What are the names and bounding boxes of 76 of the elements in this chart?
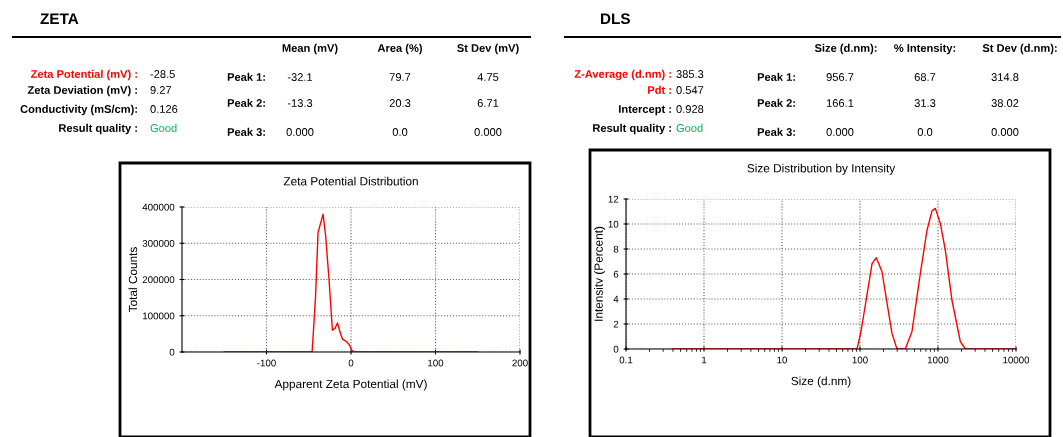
chart-title: Size Distribution by Intensity bbox=[747, 163, 896, 175]
chart-title: Zeta Potential Distribution bbox=[283, 176, 418, 186]
y-tick-label: 0 bbox=[613, 345, 619, 353]
text: Peak 2: bbox=[757, 98, 795, 107]
y-tick-label: 400000 bbox=[142, 203, 175, 211]
x-tick-label: 1 bbox=[702, 356, 707, 364]
text: St Dev (mV) bbox=[457, 43, 519, 55]
x-tick-label: 10 bbox=[777, 356, 788, 364]
y-axis-title: Intensitv (Percent) bbox=[594, 226, 606, 321]
y-tick-label: 12 bbox=[608, 195, 619, 203]
text: Size (d.nm): bbox=[814, 43, 877, 55]
y-tick-label: 10 bbox=[608, 220, 619, 228]
text: DLS bbox=[601, 13, 630, 25]
text: 0.000 bbox=[474, 128, 502, 136]
y-tick-label: 0 bbox=[169, 348, 175, 356]
text: Result quality : bbox=[593, 123, 671, 135]
x-tick-label: 100 bbox=[428, 359, 444, 367]
text: % Intensity: bbox=[894, 43, 956, 55]
text: Peak 1: bbox=[757, 72, 795, 81]
y-tick-label: 100000 bbox=[143, 312, 175, 320]
text: 0.0 bbox=[917, 128, 933, 136]
text: Zeta Potential (mV) : bbox=[30, 69, 137, 81]
text: 4.75 bbox=[477, 73, 499, 81]
text: 0.000 bbox=[286, 128, 314, 136]
text: 314.8 bbox=[991, 73, 1019, 81]
text: -28.5 bbox=[150, 70, 175, 78]
y-tick-label: 4 bbox=[613, 295, 619, 303]
x-tick-label: 200 bbox=[512, 359, 528, 367]
text: 0.0 bbox=[392, 128, 408, 136]
x-axis-title: Apparent Zeta Potential (mV) bbox=[274, 379, 427, 391]
text: Peak 3: bbox=[757, 127, 795, 136]
text: Intercept : bbox=[619, 105, 671, 116]
text: 31.3 bbox=[914, 99, 936, 107]
text: Area (%) bbox=[377, 43, 422, 55]
y-tick-label: 6 bbox=[613, 270, 619, 278]
x-tick-label: 0 bbox=[348, 359, 354, 367]
text: 0.000 bbox=[991, 128, 1019, 136]
text: 956.7 bbox=[826, 73, 854, 81]
text: Result quality : bbox=[59, 123, 137, 135]
text: 166.1 bbox=[826, 99, 854, 107]
x-axis-title: Size (d.nm) bbox=[791, 376, 851, 388]
text: Peak 1: bbox=[227, 72, 265, 81]
text: Peak 2: bbox=[227, 98, 265, 107]
text: Peak 3: bbox=[227, 127, 265, 136]
text: Pdt : bbox=[648, 85, 671, 94]
y-tick-label: 2 bbox=[613, 320, 619, 328]
text: 0.547 bbox=[676, 86, 704, 94]
text: Z-Average (d.nm) : bbox=[574, 69, 671, 81]
x-tick-label: 10000 bbox=[1003, 356, 1030, 364]
y-axis-title: Total Counts bbox=[128, 247, 138, 313]
text: Zeta Deviation (mV) : bbox=[27, 85, 137, 97]
text: 79.7 bbox=[389, 73, 411, 81]
text: 0.928 bbox=[676, 105, 704, 113]
text: 9.27 bbox=[150, 86, 172, 94]
text: Good bbox=[150, 123, 177, 132]
y-tick-label: 300000 bbox=[142, 239, 175, 247]
text: 6.71 bbox=[477, 99, 499, 107]
text: Conductivity (mS/cm): bbox=[20, 104, 137, 116]
text: 385.3 bbox=[676, 70, 704, 78]
text: -13.3 bbox=[287, 99, 313, 107]
text: Good bbox=[676, 123, 703, 132]
text: 68.7 bbox=[914, 73, 936, 81]
x-tick-label: 0.1 bbox=[619, 356, 633, 364]
x-tick-label: 1000 bbox=[927, 356, 949, 364]
text: 38.02 bbox=[991, 99, 1019, 107]
text: Mean (mV) bbox=[282, 43, 338, 55]
text: St Dev (d.nm): bbox=[982, 43, 1057, 55]
text: 20.3 bbox=[389, 99, 411, 107]
x-tick-label: 100 bbox=[852, 356, 868, 364]
text: 0.000 bbox=[826, 128, 854, 136]
text: ZETA bbox=[40, 13, 79, 24]
text: 0.126 bbox=[150, 105, 178, 113]
text: -32.1 bbox=[287, 73, 313, 81]
y-tick-label: 8 bbox=[613, 245, 619, 253]
x-tick-label: -100 bbox=[257, 359, 276, 367]
y-tick-label: 200000 bbox=[142, 276, 175, 284]
